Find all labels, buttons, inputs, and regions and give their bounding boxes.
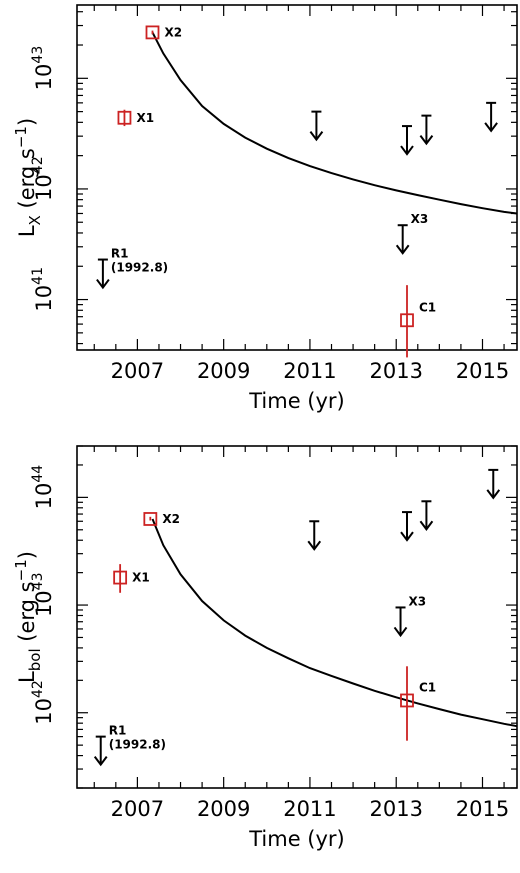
detection-point [400, 666, 414, 741]
x-tick-label: 2011 [283, 797, 336, 821]
plot-frame [76, 445, 518, 789]
upper-limit-arrow [93, 735, 108, 767]
y-tick-base: 10 [32, 698, 56, 725]
point-label: X3 [409, 594, 427, 608]
upper-limit-head [400, 145, 414, 156]
upper-limit-arrow [309, 110, 324, 142]
upper-limit-head [486, 489, 501, 500]
point-label: R1 [109, 724, 127, 738]
upper-limit-arrow [395, 224, 410, 255]
x-tick-label: 2009 [197, 359, 250, 383]
y-tick-exponent: 43 [30, 46, 46, 64]
y-label-sup: −1 [12, 126, 30, 148]
detection-point [113, 564, 128, 593]
detection-point [117, 109, 132, 127]
upper-limit-head [419, 135, 434, 146]
upper-limit-head [309, 131, 324, 142]
y-label-main: L [15, 671, 39, 683]
y-label-rest: (erg s [15, 148, 39, 215]
y-tick-exponent: 42 [30, 680, 46, 698]
y-label-rest: (erg s [15, 581, 39, 648]
y-tick-base: 10 [32, 64, 56, 91]
upper-limit-head [96, 278, 110, 290]
detection-point [400, 285, 414, 358]
y-tick-base: 10 [32, 285, 56, 312]
y-tick-label: 1042 [30, 156, 56, 201]
upper-limit-arrow [400, 125, 414, 156]
y-axis-label: LX (erg s−1) [12, 118, 44, 237]
y-label-sub: bol [26, 648, 44, 671]
point-label: C1 [419, 680, 436, 694]
x-tick-label: 2013 [369, 797, 422, 821]
upper-limit-head [419, 520, 434, 531]
point-sublabel: (1992.8) [109, 738, 166, 752]
y-label-close: ) [15, 551, 39, 559]
upper-limit-head [307, 540, 322, 551]
y-axis-label: Lbol (erg s−1) [12, 551, 44, 683]
detection-marker [400, 693, 414, 708]
y-tick-exponent: 44 [30, 465, 46, 483]
upper-limit-arrow [307, 520, 322, 551]
point-label: R1 [111, 247, 129, 261]
x-tick-label: 2009 [197, 797, 250, 821]
y-tick-label: 1042 [30, 680, 56, 725]
upper-limit-arrow [486, 468, 501, 500]
upper-limit-arrow [96, 258, 110, 290]
upper-limit-head [400, 531, 414, 542]
upper-limit-arrow [419, 500, 434, 531]
x-tick-label: 2015 [456, 359, 509, 383]
upper-limit-arrow [393, 606, 408, 638]
y-label-main: L [15, 225, 39, 237]
upper-limit-arrow [400, 511, 414, 542]
y-tick-exponent: 41 [30, 267, 46, 285]
x-axis-label: Time (yr) [248, 389, 345, 413]
point-label: X1 [132, 571, 150, 585]
detection-marker [400, 313, 414, 328]
point-label: X2 [162, 512, 180, 526]
y-tick-base: 10 [32, 590, 56, 617]
x-tick-label: 2015 [456, 797, 509, 821]
upper-limit-head [395, 244, 410, 255]
y-label-sub: X [26, 215, 44, 225]
detection-marker [143, 512, 158, 526]
detection-marker [113, 570, 128, 585]
x-tick-label: 2007 [111, 797, 164, 821]
y-tick-exponent: 43 [30, 572, 46, 590]
y-tick-label: 1041 [30, 267, 56, 312]
y-tick-label: 1043 [30, 572, 56, 617]
x-tick-label: 2007 [111, 359, 164, 383]
x-axis-label: Time (yr) [248, 827, 345, 851]
detection-marker [145, 25, 160, 40]
upper-limit-arrow [484, 101, 498, 133]
plot-frame [76, 4, 518, 351]
upper-limit-arrow [419, 114, 434, 146]
y-tick-label: 1043 [30, 46, 56, 91]
model-curve [151, 31, 518, 215]
point-label: X2 [164, 25, 182, 39]
y-tick-label: 1044 [30, 465, 56, 510]
y-tick-base: 10 [32, 483, 56, 510]
y-tick-exponent: 42 [30, 156, 46, 174]
point-label: C1 [419, 300, 436, 314]
x-tick-label: 2011 [283, 359, 336, 383]
upper-limit-head [484, 122, 498, 133]
upper-limit-head [393, 626, 408, 638]
point-label: X1 [136, 111, 154, 125]
model-curve [151, 518, 518, 728]
detection-point [145, 25, 160, 40]
point-sublabel: (1992.8) [111, 261, 168, 275]
y-tick-base: 10 [32, 174, 56, 201]
detection-point [143, 512, 158, 526]
upper-limit-head [93, 756, 108, 767]
x-tick-label: 2013 [369, 359, 422, 383]
y-label-close: ) [15, 118, 39, 126]
detection-marker [117, 110, 132, 125]
point-label: X3 [411, 212, 429, 226]
y-label-sup: −1 [12, 559, 30, 581]
